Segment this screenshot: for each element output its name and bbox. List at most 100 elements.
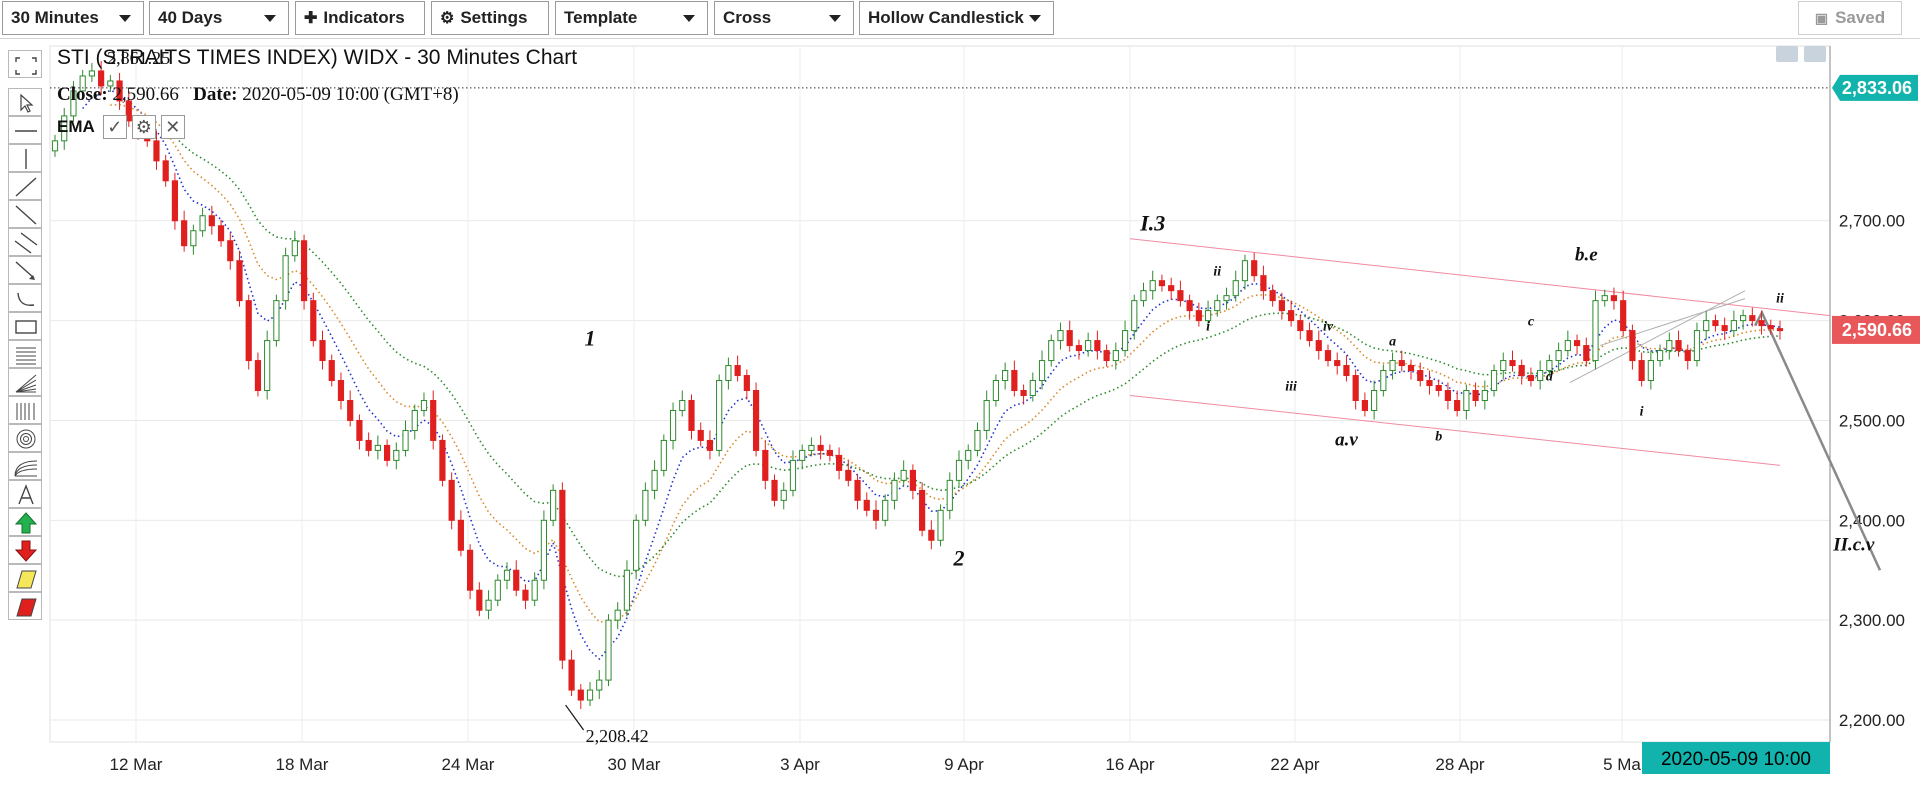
candle bbox=[1287, 310, 1295, 322]
last-price-tag-label: 2,590.66 bbox=[1842, 320, 1912, 340]
x-tick-label: 16 Apr bbox=[1105, 755, 1154, 774]
ray-tool-button[interactable] bbox=[8, 200, 42, 228]
range-value: 40 Days bbox=[158, 8, 223, 27]
candle bbox=[605, 619, 612, 681]
ema-indicator-row: EMA ✓ ⚙ ✕ bbox=[57, 114, 190, 140]
text-icon bbox=[18, 484, 34, 505]
sell-arrow-tool-button[interactable] bbox=[8, 536, 42, 564]
candle bbox=[1066, 330, 1073, 347]
candle bbox=[1767, 325, 1774, 330]
candle bbox=[1186, 300, 1193, 312]
fib-circle-tool-button[interactable] bbox=[8, 424, 42, 452]
eraser-tool-button[interactable] bbox=[8, 592, 42, 620]
pointer-tool-button[interactable] bbox=[8, 88, 42, 116]
fib-retracement-tool-button[interactable] bbox=[8, 340, 42, 368]
candle bbox=[1352, 375, 1359, 401]
candle bbox=[513, 569, 520, 591]
candle bbox=[264, 340, 271, 392]
candle bbox=[1749, 315, 1756, 322]
y-tick-label: 2,500.00 bbox=[1839, 411, 1905, 430]
x-tick-label: 9 Apr bbox=[944, 755, 984, 774]
plus-icon: ✚ bbox=[304, 10, 318, 27]
fan-tool-button[interactable] bbox=[8, 368, 42, 396]
vertical-line-tool-button[interactable] bbox=[8, 144, 42, 172]
trend-line-tool-button[interactable] bbox=[8, 172, 42, 200]
plot-area bbox=[49, 45, 1831, 743]
arc-tool-button[interactable] bbox=[8, 284, 42, 312]
range-select[interactable]: 40 Days bbox=[149, 1, 289, 35]
candle bbox=[734, 365, 741, 377]
candle bbox=[1324, 350, 1332, 362]
image-icon[interactable] bbox=[1776, 46, 1798, 62]
wave-label: I.3 bbox=[1139, 211, 1165, 236]
wave-label: ii bbox=[1213, 265, 1221, 280]
chart-type-select[interactable]: Hollow Candlestick bbox=[859, 1, 1054, 35]
candle bbox=[494, 579, 501, 601]
candle bbox=[586, 689, 594, 701]
candle bbox=[1583, 345, 1590, 362]
candle bbox=[300, 240, 308, 302]
eraser-icon bbox=[16, 598, 37, 617]
print-icon[interactable] bbox=[1804, 46, 1826, 62]
candle bbox=[946, 479, 953, 511]
candle bbox=[420, 399, 428, 411]
gear-icon: ⚙ bbox=[440, 10, 455, 27]
fullscreen-tool-button[interactable] bbox=[8, 50, 42, 78]
channel-lower-line bbox=[1129, 395, 1781, 466]
candle bbox=[965, 449, 972, 461]
arrow-line-tool-button[interactable] bbox=[8, 256, 42, 284]
check-icon[interactable]: ✓ bbox=[102, 115, 127, 139]
candle bbox=[1490, 370, 1498, 392]
candle bbox=[236, 260, 243, 302]
candle bbox=[716, 380, 723, 451]
candle bbox=[171, 180, 179, 222]
fib-timezone-tool-button[interactable] bbox=[8, 396, 42, 424]
candle bbox=[1527, 375, 1535, 382]
wedge-upper-line bbox=[1599, 298, 1746, 347]
candle bbox=[669, 409, 677, 441]
settings-button[interactable]: ⚙ Settings bbox=[431, 1, 549, 35]
fib-arc-tool-button[interactable] bbox=[8, 452, 42, 480]
saved-button[interactable]: ▣ Saved bbox=[1798, 1, 1902, 35]
buy-arrow-icon bbox=[14, 512, 38, 534]
candle bbox=[282, 255, 289, 302]
cursor-select[interactable]: Cross bbox=[714, 1, 854, 35]
candle bbox=[1693, 330, 1701, 362]
candle bbox=[374, 444, 381, 451]
candle bbox=[227, 240, 234, 262]
indicators-button[interactable]: ✚ Indicators bbox=[295, 1, 425, 35]
candle bbox=[1454, 399, 1461, 411]
candle bbox=[430, 399, 437, 441]
candle bbox=[328, 360, 335, 382]
pencil-tool-button[interactable] bbox=[8, 564, 42, 592]
channel-upper-line bbox=[1129, 238, 1831, 317]
candle bbox=[1426, 380, 1433, 387]
text-tool-button[interactable] bbox=[8, 480, 42, 508]
buy-arrow-tool-button[interactable] bbox=[8, 508, 42, 536]
candle bbox=[1435, 385, 1442, 392]
candle bbox=[826, 449, 833, 456]
price-chart[interactable]: 2,200.002,300.002,400.002,500.002,600.00… bbox=[0, 38, 1920, 809]
candle bbox=[393, 449, 400, 461]
interval-select[interactable]: 30 Minutes bbox=[2, 1, 144, 35]
horizontal-line-tool-button[interactable] bbox=[8, 116, 42, 144]
gear-icon[interactable]: ⚙ bbox=[131, 115, 156, 139]
candle bbox=[199, 215, 206, 232]
ema-slow-line bbox=[165, 127, 1781, 578]
close-readout: Close: 2,590.66 Date: 2020-05-09 10:00 (… bbox=[57, 84, 459, 106]
candle bbox=[1306, 330, 1313, 342]
candle bbox=[1223, 295, 1230, 302]
candle bbox=[762, 449, 769, 481]
candle bbox=[780, 489, 787, 501]
high-price-tag-label: 2,833.06 bbox=[1842, 78, 1912, 98]
close-icon[interactable]: ✕ bbox=[160, 115, 185, 139]
fib-timezone-icon bbox=[16, 403, 35, 420]
rectangle-tool-button[interactable] bbox=[8, 312, 42, 340]
candle bbox=[1463, 390, 1470, 411]
y-tick-label: 2,300.00 bbox=[1839, 611, 1905, 630]
parallel-channel-tool-button[interactable] bbox=[8, 228, 42, 256]
candle bbox=[162, 160, 169, 182]
candle bbox=[1444, 390, 1452, 401]
template-select[interactable]: Template bbox=[555, 1, 708, 35]
candle bbox=[1721, 325, 1728, 332]
